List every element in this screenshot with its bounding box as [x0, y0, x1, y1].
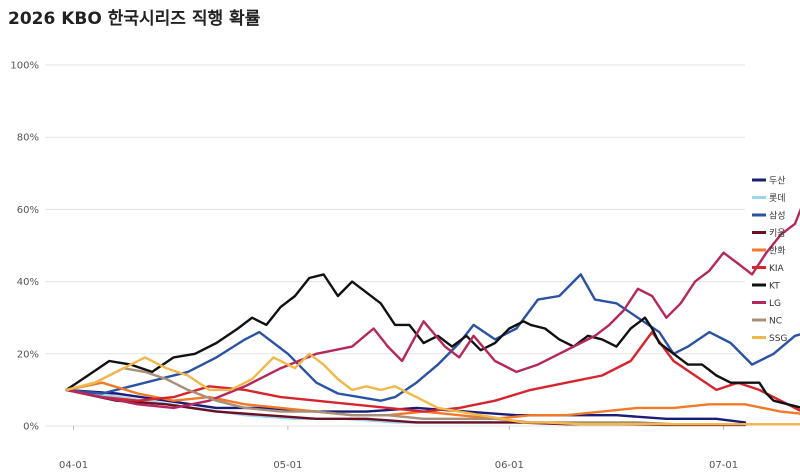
legend-label: KIA — [769, 264, 785, 274]
y-axis: 0% 20% 40% 60% 80% 100% — [10, 61, 39, 433]
legend-label: LG — [769, 299, 781, 309]
x-tick-label: 07-01 — [709, 460, 738, 471]
x-tick-label: 06-01 — [495, 460, 524, 471]
legend-label: KT — [769, 282, 780, 292]
y-tick-label: 0% — [23, 422, 39, 433]
chart-title: 2026 KBO 한국시리즈 직행 확률 — [8, 9, 261, 29]
legend-label: 한화 — [769, 246, 786, 257]
series-line — [65, 273, 800, 409]
x-tick-label: 05-01 — [273, 460, 302, 471]
legend-label: NC — [769, 317, 782, 327]
legend-label: 롯데 — [769, 193, 786, 204]
legend-label: SSG — [769, 334, 787, 344]
legend-label: 삼성 — [769, 211, 786, 222]
series-line — [65, 388, 747, 424]
y-tick-label: 20% — [17, 349, 39, 360]
series-line — [65, 352, 800, 426]
series-lines — [65, 207, 800, 427]
series-line — [65, 207, 800, 410]
series-line — [65, 273, 800, 402]
y-tick-label: 80% — [17, 133, 39, 144]
y-tick-label: 40% — [17, 277, 39, 288]
y-tick-label: 100% — [10, 61, 39, 72]
y-tick-label: 60% — [17, 205, 39, 216]
x-axis: 04-01 05-01 06-01 07-01 — [59, 426, 738, 471]
legend-label: 키움 — [769, 228, 786, 239]
x-tick-label: 04-01 — [59, 460, 88, 471]
series-line — [65, 330, 800, 413]
legend-label: 두산 — [769, 176, 786, 187]
